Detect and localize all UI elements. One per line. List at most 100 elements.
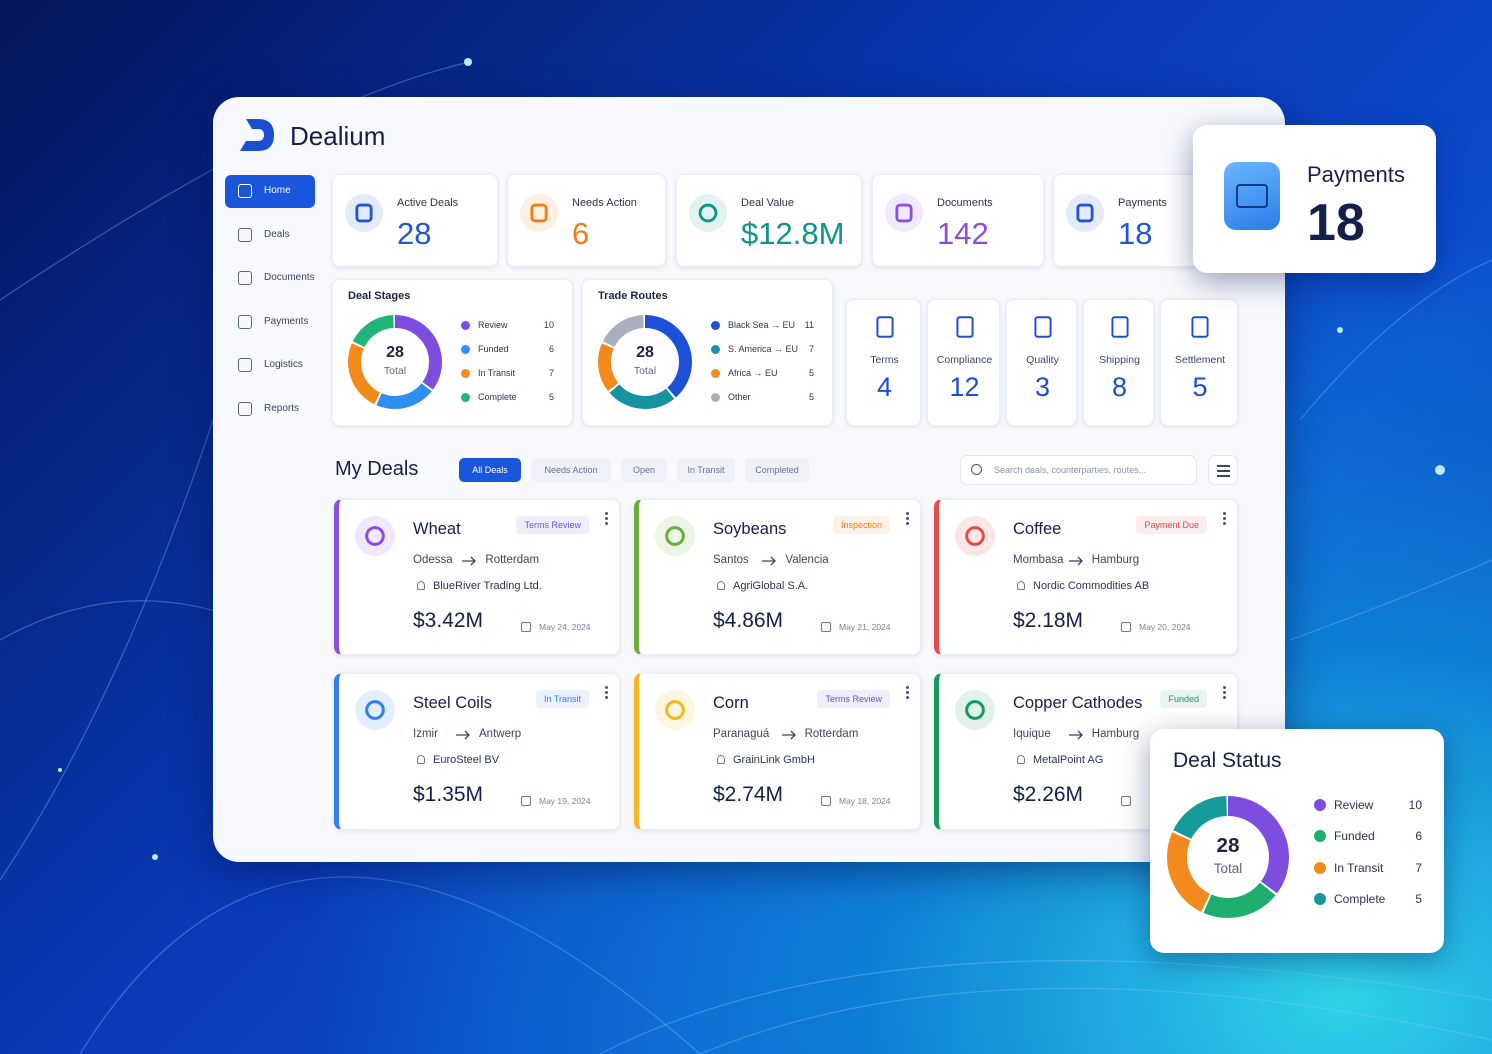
calendar-icon — [1121, 796, 1131, 806]
legend-value: 11 — [804, 320, 814, 330]
menu-dots[interactable] — [1223, 512, 1227, 528]
category-value: 8 — [1111, 372, 1128, 402]
nav-label: Payments — [264, 315, 309, 327]
icon-shape — [1110, 316, 1129, 338]
nav-item[interactable]: Logistics — [225, 349, 315, 382]
menu-dots[interactable] — [906, 686, 910, 702]
deal-card[interactable]: Copper Cathodes Funded Iquique Hamburg Metal… — [934, 673, 1238, 830]
legend-label: In Transit — [1334, 860, 1384, 875]
icon — [520, 194, 558, 232]
deal-destination: Valencia — [785, 554, 829, 566]
icon-shape — [365, 700, 385, 720]
filter-line — [1217, 470, 1230, 472]
deal-status: Terms Review — [817, 690, 890, 708]
menu-dot — [906, 512, 909, 515]
category-label: Quality — [1026, 354, 1059, 366]
legend-label: Africa → EU — [728, 368, 778, 378]
category-card: Compliance 12 — [927, 299, 1000, 426]
deal-status: Inspection — [832, 516, 890, 534]
icon — [955, 690, 995, 730]
icon — [1066, 194, 1104, 232]
icon-glyph — [965, 700, 985, 720]
payments-label: Payments — [1307, 162, 1405, 187]
search-icon — [971, 464, 982, 475]
deal-name: Coffee — [1013, 520, 1062, 538]
arrow-path — [462, 556, 477, 566]
filter-pill[interactable]: All Deals — [459, 458, 521, 482]
menu-dot — [906, 696, 909, 699]
nav-item[interactable]: Deals — [225, 219, 315, 252]
stat-value: 6 — [572, 216, 590, 251]
deal-status: Payment Due — [1136, 516, 1207, 534]
deal-name: Corn — [713, 694, 749, 712]
filter-pill[interactable]: In Transit — [677, 458, 735, 482]
deal-origin: Odessa — [413, 554, 453, 566]
nav-item[interactable]: Home — [225, 175, 315, 208]
menu-dots[interactable] — [605, 686, 609, 702]
menu-dots[interactable] — [1223, 686, 1227, 702]
route-arrow — [462, 556, 477, 566]
filter-button[interactable] — [1208, 455, 1238, 485]
menu-dot — [1223, 512, 1226, 515]
deal-value: $1.35M — [413, 783, 484, 806]
donut-total-label: Total — [383, 365, 407, 377]
filter-pill[interactable]: Completed — [745, 458, 809, 482]
deal-value: $2.26M — [1013, 783, 1084, 806]
deal-card[interactable]: Soybeans Inspection Santos Valencia AgriGlob… — [634, 499, 921, 655]
icon — [689, 194, 727, 232]
icon-glyph — [665, 700, 685, 720]
deal-date: May 19, 2024 — [539, 796, 591, 806]
legend-value: 6 — [548, 344, 554, 354]
arrow-path — [762, 556, 777, 566]
deal-name: Steel Coils — [413, 694, 492, 712]
search-box[interactable]: Search deals, counterparties, routes... — [960, 455, 1197, 485]
filter-pill[interactable]: Needs Action — [531, 458, 611, 482]
donut-segment — [1167, 796, 1289, 918]
legend-value: 5 — [808, 368, 814, 378]
icon-shape — [1033, 316, 1052, 338]
menu-dots[interactable] — [906, 512, 910, 528]
deal-status: Funded — [1160, 690, 1207, 708]
filter-line — [1217, 475, 1230, 477]
menu-dots[interactable] — [605, 512, 609, 528]
filter-pill[interactable]: Open — [621, 458, 667, 482]
deal-date: May 24, 2024 — [539, 622, 591, 632]
nav-item[interactable]: Reports — [225, 393, 315, 426]
nav-item[interactable]: Payments — [225, 306, 315, 339]
deal-card[interactable]: Coffee Payment Due Mombasa Hamburg Nordic Co… — [934, 499, 1238, 655]
legend-value: 10 — [1408, 798, 1422, 812]
category-icon — [955, 316, 974, 338]
nav-label: Home — [264, 185, 291, 196]
icon-glyph — [1076, 203, 1094, 223]
stat-value: 18 — [1118, 216, 1153, 251]
icon-shape — [530, 203, 548, 223]
deal-status: Terms Review — [516, 516, 589, 534]
deal-card[interactable]: Steel Coils In Transit Izmir Antwerp EuroSte… — [334, 673, 620, 830]
deal-value: $3.42M — [413, 609, 484, 632]
route-arrow — [1068, 556, 1083, 566]
nav-item[interactable]: Documents — [225, 262, 315, 295]
calendar-icon — [821, 796, 831, 806]
menu-dot — [906, 691, 909, 694]
menu-dot — [1223, 696, 1226, 699]
icon — [655, 690, 695, 730]
menu-dot — [1223, 686, 1226, 689]
deal-counterparty: MetalPoint AG — [1033, 754, 1104, 766]
deal-card[interactable]: Wheat Terms Review Odessa Rotterdam BlueRive… — [334, 499, 620, 655]
nav-label: Deals — [264, 228, 290, 240]
donut-total: 28 — [1216, 833, 1240, 857]
route-arrow — [1068, 730, 1083, 740]
deal-card[interactable]: Corn Terms Review Paranaguá Rotterdam GrainL… — [634, 673, 921, 830]
legend-dot — [1314, 830, 1326, 843]
dashboard-panel: Dealium Home Deals Documents Payments Logisti… — [213, 97, 1285, 862]
legend-value: 7 — [1415, 860, 1422, 875]
deal-origin: Izmir — [413, 728, 438, 740]
stat-label: Active Deals — [397, 197, 459, 209]
icon — [955, 516, 995, 556]
deal-destination: Hamburg — [1091, 554, 1140, 566]
section-title: My Deals — [335, 458, 419, 480]
icon-shape — [665, 700, 685, 720]
stat-label: Documents — [937, 197, 993, 209]
deal-date: May 18, 2024 — [839, 796, 891, 806]
category-icon — [875, 316, 894, 338]
